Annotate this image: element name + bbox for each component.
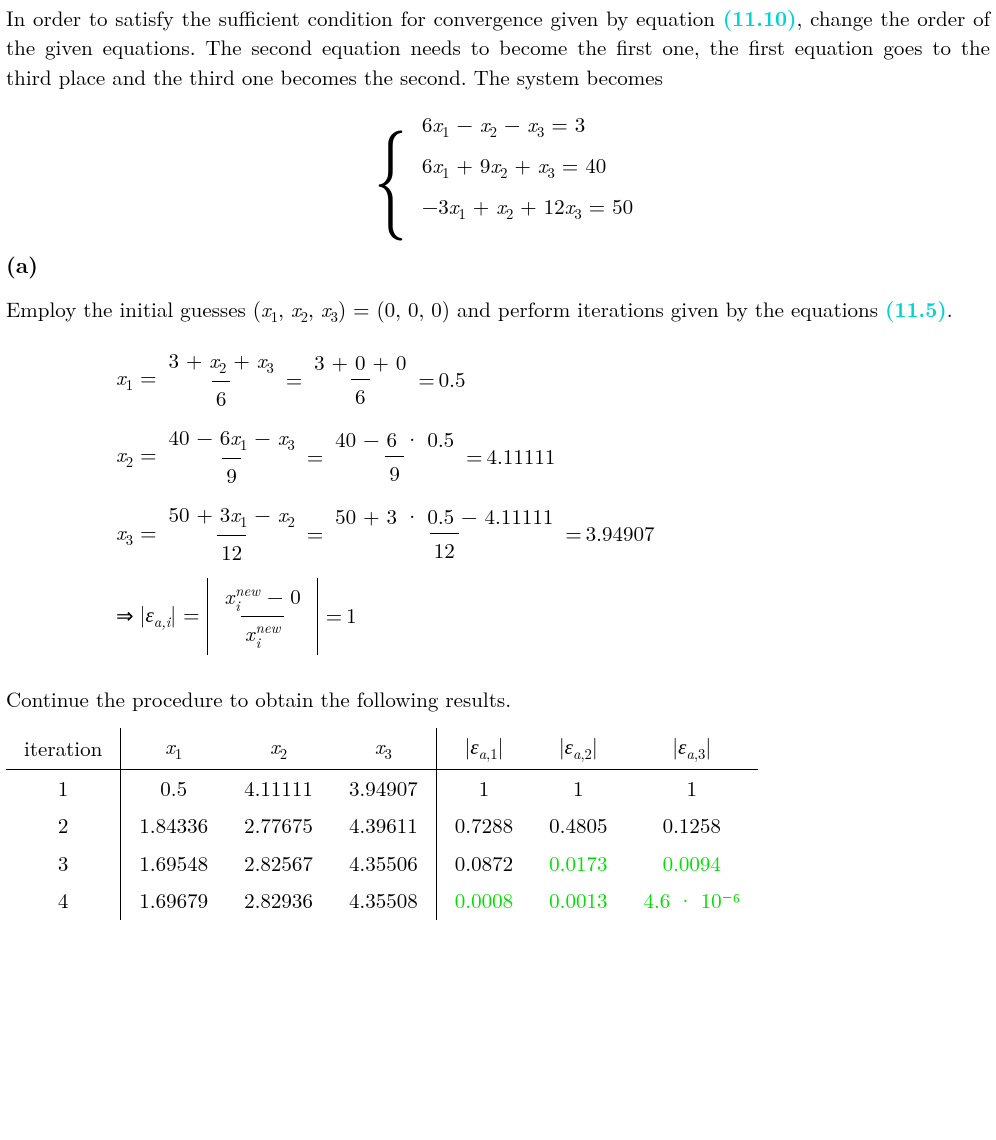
table-cell: 0.0173	[531, 845, 625, 882]
table-cell: 0.7288	[436, 807, 531, 844]
table-cell: 1.84336	[121, 807, 226, 844]
table-cell: 4.11111	[226, 770, 331, 808]
table-row: 10.54.111113.94907111	[6, 770, 758, 808]
table-cell: 1	[531, 770, 625, 808]
table-cell: 0.1258	[625, 807, 758, 844]
table-cell: 2.77675	[226, 807, 331, 844]
table-cell: 0.0013	[531, 882, 625, 919]
table-cell: 4.35508	[331, 882, 436, 919]
intro-paragraph: In order to satisfy the sufficient condi…	[6, 4, 990, 92]
col-x3: x3	[331, 728, 436, 769]
col-x1: x1	[121, 728, 226, 769]
eq-error: ⇒ |εa,i| = xnewi − 0 xnewi = 1	[116, 578, 990, 655]
table-cell: 3	[6, 845, 121, 882]
table-cell: 2.82567	[226, 845, 331, 882]
col-e1: |εa,1|	[436, 728, 531, 769]
table-cell: 0.0872	[436, 845, 531, 882]
table-cell: 0.5	[121, 770, 226, 808]
left-brace-icon: {	[374, 129, 407, 206]
eq-ref-link-11-5[interactable]: (11.5)	[885, 294, 947, 324]
table-cell: 4.35506	[331, 845, 436, 882]
col-x2: x2	[226, 728, 331, 769]
table-row: 21.843362.776754.396110.72880.48050.1258	[6, 807, 758, 844]
eq-ref-link-11-10[interactable]: (11.10)	[723, 3, 797, 33]
table-cell: 3.94907	[331, 770, 436, 808]
section-a-paragraph: Employ the initial guesses (x1, x2, x3) …	[6, 295, 990, 328]
intro-text-1: In order to satisfy the sufficient condi…	[6, 3, 723, 33]
eq-x2: x2 = 40 − 6x1 − x39 = 40 − 6 · 0.59 = 4.…	[116, 423, 990, 490]
table-body: 10.54.111113.9490711121.843362.776754.39…	[6, 770, 758, 920]
table-cell: 2.82936	[226, 882, 331, 919]
equation-system: { 6x1 − x2 − x3 = 3 6x1 + 9x2 + x3 = 40 …	[6, 110, 990, 224]
table-row: 31.695482.825674.355060.08720.01730.0094	[6, 845, 758, 882]
col-e2: |εa,2|	[531, 728, 625, 769]
table-cell: 4.6 · 10⁻⁶	[625, 882, 758, 919]
section-a-heading: (a)	[6, 250, 990, 281]
table-cell: 1.69679	[121, 882, 226, 919]
table-cell: 0.0094	[625, 845, 758, 882]
section-a-text-1: Employ the initial guesses (x1, x2, x3) …	[6, 294, 885, 324]
table-cell: 4.39611	[331, 807, 436, 844]
table-cell: 1	[6, 770, 121, 808]
table-cell: 0.0008	[436, 882, 531, 919]
col-iteration: iteration	[6, 728, 121, 769]
table-cell: 2	[6, 807, 121, 844]
section-a-text-2: .	[947, 294, 953, 324]
system-eq-3: −3x1 + x2 + 12x3 = 50	[422, 192, 633, 225]
system-eq-1: 6x1 − x2 − x3 = 3	[422, 110, 633, 143]
system-eq-2: 6x1 + 9x2 + x3 = 40	[422, 151, 633, 184]
table-row: 41.696792.829364.355080.00080.00134.6 · …	[6, 882, 758, 919]
continue-paragraph: Continue the procedure to obtain the fol…	[6, 685, 990, 714]
table-cell: 1	[625, 770, 758, 808]
iteration-results-table: iteration x1 x2 x3 |εa,1| |εa,2| |εa,3| …	[6, 728, 758, 919]
table-cell: 1	[436, 770, 531, 808]
table-cell: 1.69548	[121, 845, 226, 882]
col-e3: |εa,3|	[625, 728, 758, 769]
iteration-equations: x1 = 3 + x2 + x36 = 3 + 0 + 06 = 0.5 x2 …	[116, 346, 990, 655]
table-cell: 4	[6, 882, 121, 919]
table-cell: 0.4805	[531, 807, 625, 844]
eq-x3: x3 = 50 + 3x1 − x212 = 50 + 3 · 0.5 − 4.…	[116, 500, 990, 567]
eq-x1: x1 = 3 + x2 + x36 = 3 + 0 + 06 = 0.5	[116, 346, 990, 413]
